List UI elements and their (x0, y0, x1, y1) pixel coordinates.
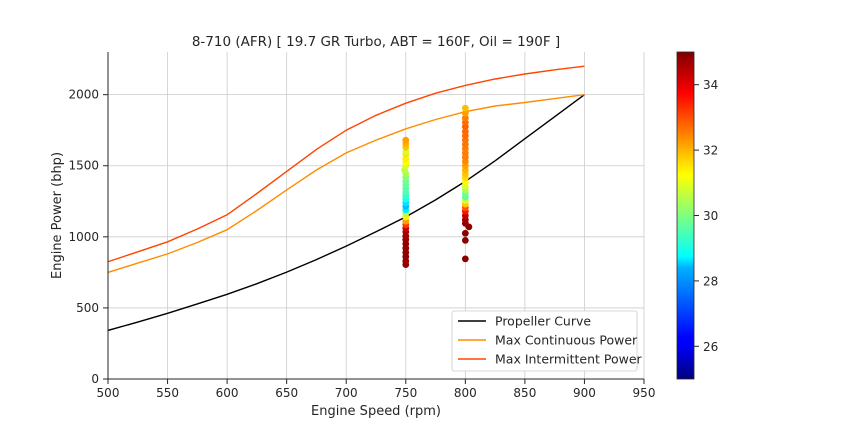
series-line-max-intermittent-power (108, 65, 585, 263)
series-lines (108, 65, 585, 332)
legend-label: Max Continuous Power (495, 333, 638, 348)
y-tick-label: 0 (91, 372, 99, 386)
colorbar-tick-label: 34 (703, 78, 718, 92)
scatter-point (461, 255, 469, 263)
y-axis-title: Engine Power (bhp) (50, 152, 65, 279)
x-tick-label: 550 (156, 386, 179, 400)
y-tick-label: 2000 (68, 88, 99, 102)
scatter-point (461, 114, 469, 122)
x-tick-label: 500 (97, 386, 120, 400)
scatter-points (401, 104, 473, 268)
scatter-point (402, 136, 410, 144)
series-line-propeller-curve (108, 94, 585, 332)
scatter-point (461, 104, 469, 112)
y-tick-label: 1000 (68, 230, 99, 244)
x-axis-ticks: 500 550 600 650 700 750 800 850 900 950 (97, 379, 656, 400)
y-axis-ticks: 0 500 1000 1500 2000 (68, 88, 108, 386)
legend-label: Propeller Curve (495, 314, 591, 329)
scatter-point (461, 128, 469, 136)
scatter-point (461, 229, 469, 237)
chart-title: 8-710 (AFR) [ 19.7 GR Turbo, ABT = 160F,… (192, 34, 560, 50)
y-tick-label: 1500 (68, 159, 99, 173)
legend: Propeller Curve Max Continuous Power Max I… (451, 310, 643, 372)
colorbar-tick-label: 32 (703, 144, 718, 158)
legend-label: Max Intermittent Power (495, 352, 643, 367)
x-tick-label: 750 (394, 386, 417, 400)
scatter-point (461, 109, 469, 117)
colorbar: 26 28 30 32 34 (676, 51, 718, 380)
x-tick-label: 900 (573, 386, 596, 400)
y-tick-label: 500 (76, 301, 99, 315)
x-tick-label: 700 (335, 386, 358, 400)
colorbar-gradient (676, 51, 695, 380)
colorbar-tick-label: 28 (703, 274, 718, 288)
x-tick-label: 600 (216, 386, 239, 400)
colorbar-tick-label: 30 (703, 209, 718, 223)
x-tick-label: 650 (275, 386, 298, 400)
legend-box (451, 310, 638, 372)
x-tick-label: 950 (633, 386, 656, 400)
scatter-point (461, 236, 469, 244)
x-tick-label: 850 (513, 386, 536, 400)
x-tick-label: 800 (454, 386, 477, 400)
series-line-max-continuous-power (108, 94, 585, 274)
colorbar-tick-label: 26 (703, 340, 718, 354)
x-axis-title: Engine Speed (rpm) (311, 404, 441, 419)
